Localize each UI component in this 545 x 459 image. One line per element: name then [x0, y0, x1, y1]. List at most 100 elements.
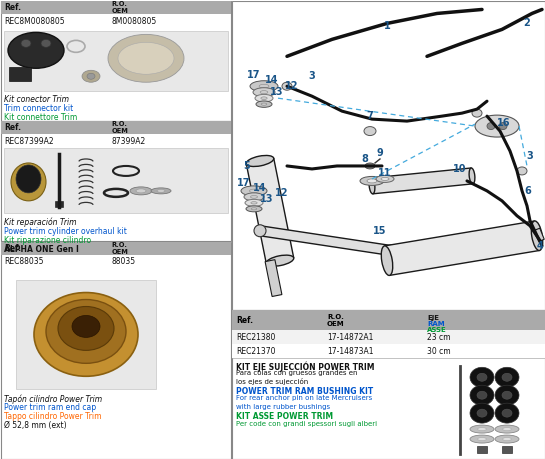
- Text: 5: 5: [244, 161, 250, 171]
- Ellipse shape: [245, 199, 263, 207]
- Text: Power trim cylinder overhaul kit: Power trim cylinder overhaul kit: [4, 227, 127, 236]
- Bar: [55, 201, 63, 207]
- Ellipse shape: [470, 435, 494, 443]
- Polygon shape: [246, 158, 294, 263]
- Ellipse shape: [470, 403, 494, 423]
- Ellipse shape: [376, 175, 394, 182]
- Bar: [1, 242, 231, 255]
- Ellipse shape: [495, 425, 519, 433]
- Ellipse shape: [477, 437, 487, 441]
- Text: 30 cm: 30 cm: [427, 347, 451, 356]
- Text: R.O.
OEM: R.O. OEM: [111, 121, 128, 134]
- Text: with large rubber bushings: with large rubber bushings: [236, 403, 330, 410]
- Text: 23 cm: 23 cm: [427, 333, 451, 342]
- Ellipse shape: [246, 206, 262, 212]
- Ellipse shape: [108, 34, 184, 82]
- Text: 8: 8: [361, 154, 368, 164]
- Bar: [232, 310, 545, 459]
- Ellipse shape: [46, 300, 126, 364]
- Ellipse shape: [87, 73, 95, 79]
- Text: Per code con grandi spessori sugli alberi: Per code con grandi spessori sugli alber…: [236, 420, 377, 426]
- Text: For rear anchor pin on late Mercruisers: For rear anchor pin on late Mercruisers: [236, 395, 372, 401]
- Text: 15: 15: [373, 226, 387, 236]
- Text: 7: 7: [367, 111, 373, 121]
- Ellipse shape: [250, 81, 278, 92]
- Text: Tapón cilindro Power Trim: Tapón cilindro Power Trim: [4, 394, 102, 404]
- Ellipse shape: [531, 221, 543, 251]
- Text: Tappo cilindro Power Trim: Tappo cilindro Power Trim: [4, 412, 101, 421]
- Text: 1: 1: [384, 22, 390, 31]
- Ellipse shape: [477, 428, 487, 431]
- Ellipse shape: [241, 186, 267, 196]
- Ellipse shape: [477, 391, 487, 399]
- Ellipse shape: [11, 163, 46, 201]
- Ellipse shape: [470, 385, 494, 405]
- Ellipse shape: [390, 246, 394, 256]
- Ellipse shape: [130, 187, 152, 195]
- Ellipse shape: [246, 156, 274, 167]
- Bar: [4, 31, 228, 91]
- Text: REC88035: REC88035: [4, 257, 44, 266]
- Text: Kit conector Trim: Kit conector Trim: [4, 95, 69, 104]
- Polygon shape: [259, 226, 393, 256]
- Ellipse shape: [367, 179, 377, 183]
- Ellipse shape: [151, 188, 171, 194]
- Ellipse shape: [256, 101, 272, 107]
- Bar: [1, 1, 231, 121]
- Text: 3: 3: [308, 71, 316, 81]
- Ellipse shape: [250, 189, 258, 193]
- Text: EJE: EJE: [427, 315, 439, 321]
- Text: Kit connettore Trim: Kit connettore Trim: [4, 113, 77, 122]
- Text: 16: 16: [497, 118, 511, 128]
- Ellipse shape: [487, 123, 495, 129]
- Text: 6: 6: [525, 186, 531, 196]
- Bar: [9, 67, 31, 81]
- Ellipse shape: [8, 33, 64, 68]
- Ellipse shape: [260, 90, 268, 94]
- Text: Power trim ram end cap: Power trim ram end cap: [4, 403, 96, 412]
- Polygon shape: [385, 221, 540, 275]
- Text: 2: 2: [524, 18, 530, 28]
- Text: 87399A2: 87399A2: [111, 136, 146, 146]
- Ellipse shape: [499, 123, 507, 129]
- Text: Kit riparazione cilindro: Kit riparazione cilindro: [4, 236, 91, 245]
- Text: Para colas con gruesos grandes en: Para colas con gruesos grandes en: [236, 370, 358, 376]
- Text: 11: 11: [378, 168, 392, 178]
- Text: 17: 17: [237, 178, 251, 188]
- Text: 10: 10: [453, 164, 467, 174]
- Ellipse shape: [118, 42, 174, 74]
- Text: 9: 9: [377, 148, 383, 158]
- Text: 8M0080805: 8M0080805: [111, 17, 156, 26]
- Bar: [232, 310, 545, 330]
- Bar: [232, 1, 545, 310]
- Ellipse shape: [41, 39, 51, 47]
- Ellipse shape: [267, 255, 294, 266]
- Ellipse shape: [136, 189, 146, 193]
- Ellipse shape: [261, 103, 267, 105]
- Bar: [232, 330, 545, 344]
- Text: 13: 13: [270, 87, 284, 97]
- Text: REC8M0080805: REC8M0080805: [4, 17, 65, 26]
- Ellipse shape: [495, 435, 519, 443]
- Text: REC21370: REC21370: [236, 347, 276, 356]
- Ellipse shape: [472, 109, 482, 117]
- Ellipse shape: [365, 163, 375, 169]
- Text: 17-14873A1: 17-14873A1: [327, 347, 373, 356]
- Ellipse shape: [253, 88, 275, 97]
- Ellipse shape: [495, 367, 519, 387]
- Text: Trim connector kit: Trim connector kit: [4, 104, 73, 113]
- Ellipse shape: [475, 115, 519, 137]
- Ellipse shape: [386, 245, 398, 257]
- Ellipse shape: [381, 178, 389, 180]
- Text: 14: 14: [265, 75, 278, 85]
- Text: KIT ASSE POWER TRIM: KIT ASSE POWER TRIM: [236, 412, 333, 421]
- Text: 3: 3: [526, 151, 534, 161]
- Ellipse shape: [254, 225, 266, 237]
- Text: RAM: RAM: [427, 321, 445, 327]
- Text: Ref.: Ref.: [236, 316, 253, 325]
- Bar: [1, 1, 231, 14]
- Text: los ejes de sujección: los ejes de sujección: [236, 378, 308, 385]
- Text: 12: 12: [285, 81, 299, 91]
- Ellipse shape: [495, 403, 519, 423]
- Text: KIT EJE SUJECCIÓN POWER TRIM: KIT EJE SUJECCIÓN POWER TRIM: [236, 361, 374, 372]
